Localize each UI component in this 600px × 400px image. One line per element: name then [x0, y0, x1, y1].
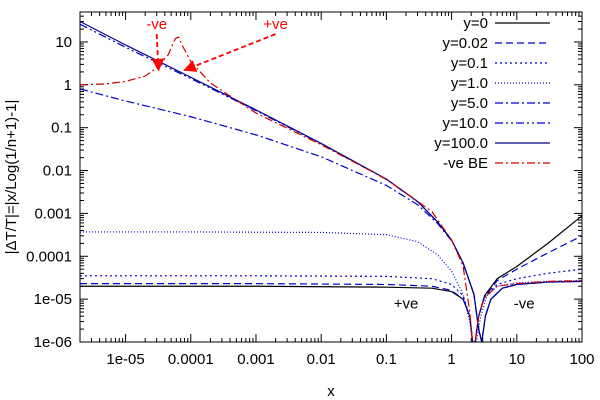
- axis-ticks: 1e-05 0.0001 0.001 0.01 0.1 1 10 100 1e-06 1e-05 0…: [26, 11, 595, 368]
- x-tick-label: 0.1: [376, 351, 397, 368]
- legend-label: -ve BE: [443, 155, 488, 172]
- x-tick-label: 1: [447, 351, 455, 368]
- plot-frame: [79, 11, 583, 343]
- x-tick-label: 0.001: [237, 351, 275, 368]
- y-tick-label: 1e-06: [34, 334, 72, 351]
- legend: y=0 y=0.02 y=0.1 y=1.0 y=5.0 y=10.0 y=100.0 -ve…: [434, 15, 550, 172]
- series-line-4: [80, 88, 582, 342]
- annotation-label: -ve: [146, 16, 167, 33]
- legend-label: y=0.1: [451, 55, 488, 72]
- y-tick-label: 0.001: [34, 205, 72, 222]
- series-lines: [80, 20, 582, 342]
- annotations: -ve +ve +ve -ve: [146, 16, 534, 313]
- series-line-1: [80, 235, 582, 342]
- x-tick-label: 0.01: [307, 351, 336, 368]
- x-tick-label: 10: [508, 351, 525, 368]
- legend-label: y=10.0: [443, 115, 488, 132]
- annotation-label: +ve: [263, 16, 288, 33]
- y-tick-label: 10: [55, 34, 72, 51]
- series-line-6: [80, 20, 582, 342]
- legend-label: y=1.0: [451, 75, 488, 92]
- annotation-arrow: [183, 33, 276, 72]
- y-tick-label: 0.01: [43, 163, 72, 180]
- series-line-5: [80, 23, 582, 342]
- x-tick-label: 100: [569, 351, 594, 368]
- legend-label: y=100.0: [434, 135, 488, 152]
- annotation-arrow: [151, 34, 165, 72]
- legend-label: y=0.02: [443, 35, 488, 52]
- annotation-label: +ve: [394, 296, 419, 313]
- series-line-7: [80, 36, 582, 342]
- x-tick-label: 0.0001: [168, 351, 214, 368]
- y-tick-label: 1e-05: [34, 291, 72, 308]
- legend-label: y=5.0: [451, 95, 488, 112]
- annotation-label: -ve: [514, 296, 535, 313]
- series-line-0: [80, 215, 582, 342]
- x-tick-label: 1e-05: [106, 351, 144, 368]
- series-line-2: [80, 268, 582, 342]
- y-axis-title: |ΔT/T|=|x/Log(1/n+1)-1|: [3, 100, 20, 255]
- legend-label: y=0: [463, 15, 488, 32]
- y-tick-label: 0.1: [51, 120, 72, 137]
- y-tick-label: 0.0001: [26, 248, 72, 265]
- x-axis-title: x: [327, 383, 335, 400]
- y-tick-label: 1: [64, 77, 72, 94]
